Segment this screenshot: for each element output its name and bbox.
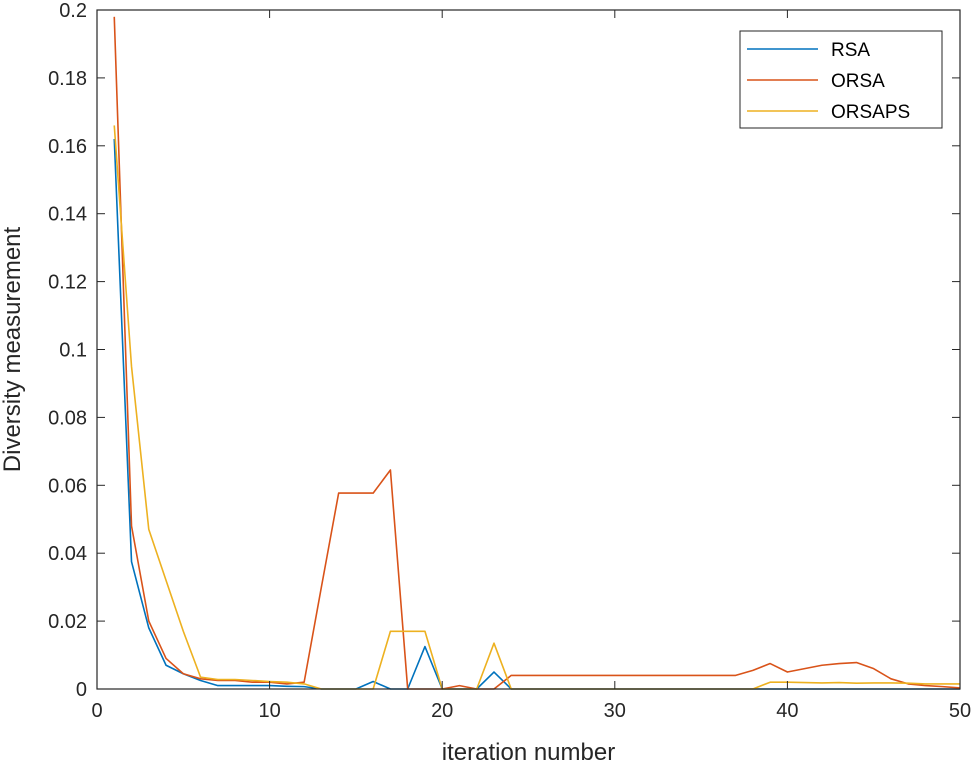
y-axis-label: Diversity measurement (0, 226, 26, 472)
x-tick-label: 0 (91, 700, 102, 722)
x-tick-label: 50 (949, 700, 971, 722)
legend: RSA ORSA ORSAPS (739, 30, 943, 129)
legend-label-orsaps: ORSAPS (831, 102, 910, 123)
y-tick-label: 0.18 (48, 68, 87, 90)
y-tick-label: 0.2 (59, 0, 87, 22)
legend-label-rsa: RSA (831, 40, 870, 61)
series-line-orsa (113, 16, 961, 690)
y-tick-label: 0.16 (48, 136, 87, 158)
x-tick-label: 30 (604, 700, 626, 722)
y-tick-label: 0.12 (48, 272, 87, 294)
y-tick-label: 0.04 (48, 543, 87, 565)
y-tick-label: 0.14 (48, 204, 87, 226)
y-tick-label: 0.06 (48, 475, 87, 497)
x-tick-label: 20 (431, 700, 453, 722)
y-tick-label: 0.02 (48, 611, 87, 633)
y-tick-label: 0 (76, 679, 87, 701)
y-tick-label: 0.1 (59, 340, 87, 362)
x-tick-label: 40 (776, 700, 798, 722)
legend-label-orsa: ORSA (831, 71, 885, 92)
x-axis-label: iteration number (442, 739, 615, 766)
series-line-orsaps (113, 125, 960, 690)
x-tick-label: 10 (258, 700, 280, 722)
y-tick-label: 0.08 (48, 407, 87, 429)
series-line-rsa (113, 138, 960, 690)
ticks-layer: 0 10 20 30 40 50 0 0.02 0.04 0.06 0.08 0.1 0.12 0.14 0… (48, 0, 971, 722)
